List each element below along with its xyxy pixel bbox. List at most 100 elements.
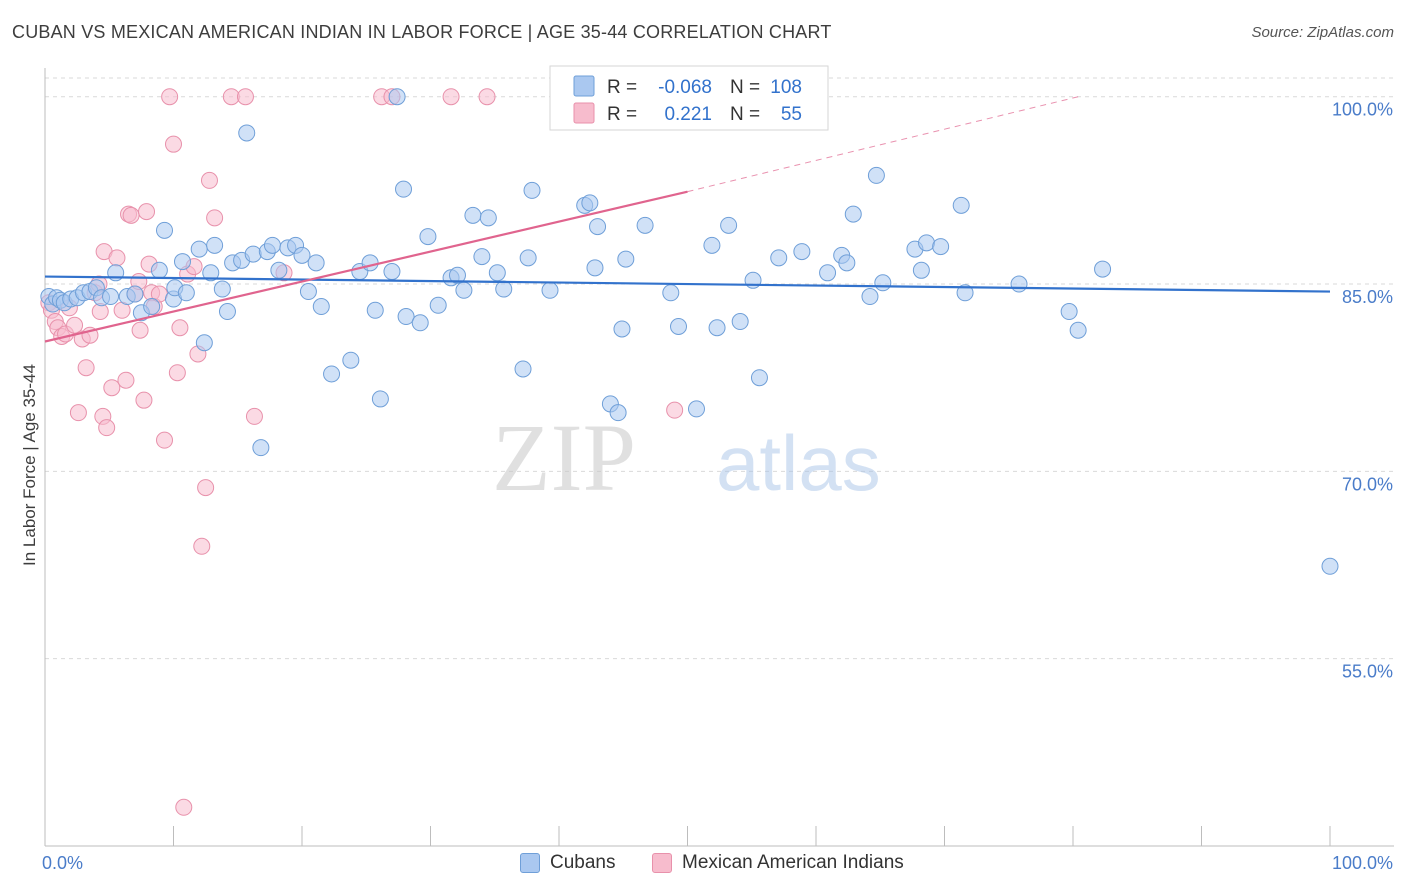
data-point-cubans [731,313,749,331]
data-point-cubans [177,284,195,302]
data-point-cubans [662,284,680,302]
data-point-mexican [165,135,182,153]
data-point-cubans [479,209,497,227]
trend-line-mexican [44,190,688,343]
y-tick-label: 70.0% [1342,474,1393,494]
data-point-cubans [395,180,413,198]
data-point-cubans [586,259,604,277]
data-point-cubans [156,221,174,239]
data-point-cubans [708,319,726,337]
data-point-mexican [135,391,153,409]
data-point-mexican [442,88,460,106]
chart-title: CUBAN VS MEXICAN AMERICAN INDIAN IN LABO… [12,22,832,42]
data-point-mexican [197,479,215,497]
data-point-cubans [613,320,631,338]
data-point-cubans [581,194,599,212]
data-point-cubans [1069,321,1087,339]
data-point-cubans [589,218,607,236]
data-point-cubans [912,261,930,279]
legend-swatch-cubans [573,75,595,97]
data-point-cubans [861,288,879,306]
data-point-cubans [750,369,768,387]
data-point-mexican [175,798,193,816]
data-point-mexican [200,171,218,189]
data-point-cubans [411,314,429,332]
data-point-cubans [793,243,811,261]
bottom-legend-mexican: Mexican American Indians [652,852,904,874]
data-point-cubans [1094,260,1112,278]
y-tick-label: 55.0% [1342,662,1393,682]
data-point-mexican [108,249,126,267]
data-point-cubans [956,284,974,302]
trend-line-cubans [44,275,1331,293]
data-point-cubans [383,263,401,281]
bottom-legend-swatch-mexican [652,853,672,873]
legend-n-value-1: 108 [770,77,802,98]
data-point-cubans [206,236,224,254]
data-point-cubans [173,253,191,271]
data-point-cubans [473,248,491,266]
data-point-cubans [238,124,256,142]
data-point-cubans [952,196,970,214]
data-point-cubans [703,236,721,254]
data-point-cubans [218,303,236,321]
grid-lines [45,77,1394,660]
data-point-cubans [361,254,379,272]
legend-n-value-2: 55 [781,104,802,125]
data-point-cubans [488,264,506,282]
watermark: ZIP atlas [492,404,881,511]
data-point-cubans [918,234,936,252]
x-tick-label-min: 0.0% [42,853,83,873]
data-point-cubans [323,365,341,383]
data-point-mexican [206,209,224,227]
data-point-cubans [448,266,466,284]
legend-swatch-mexican [573,102,595,124]
data-point-cubans [429,296,447,314]
data-point-cubans [244,245,262,263]
data-point-cubans [838,254,856,272]
data-point-mexican [131,321,149,339]
data-point-cubans [307,254,325,272]
data-point-cubans [150,261,168,279]
data-point-cubans [541,281,559,299]
series-cubans [40,88,1339,575]
data-point-cubans [720,216,738,234]
data-point-mexican [69,404,87,422]
data-point-mexican [77,359,95,377]
data-point-cubans [143,298,161,316]
data-point-cubans [190,240,208,258]
data-point-cubans [1010,275,1028,293]
data-point-mexican [478,88,496,106]
data-point-cubans [495,280,513,298]
data-point-cubans [397,308,415,326]
data-point-mexican [98,419,116,437]
data-point-cubans [419,228,437,246]
y-tick-label: 100.0% [1332,100,1393,120]
legend-r-label-2: R = [607,104,637,125]
data-point-cubans [514,360,532,378]
bottom-legend-cubans: Cubans [520,852,616,874]
data-point-mexican [161,88,179,106]
data-point-cubans [874,274,892,292]
chart-source: Source: ZipAtlas.com [1251,24,1394,41]
data-point-cubans [102,288,120,306]
data-point-cubans [270,261,288,279]
data-point-cubans [1321,557,1339,575]
data-point-cubans [670,318,688,336]
data-point-cubans [519,249,537,267]
y-tick-label: 85.0% [1342,287,1393,307]
data-point-cubans [195,334,213,352]
data-point-cubans [687,400,705,418]
data-point-mexican [138,203,156,221]
data-point-cubans [342,351,360,369]
data-point-cubans [126,285,144,303]
data-point-cubans [299,283,317,301]
data-point-cubans [1060,303,1078,321]
data-point-cubans [867,166,885,184]
data-point-cubans [932,238,950,256]
data-point-cubans [252,439,270,457]
legend-r-value-1: -0.068 [658,77,712,98]
data-point-cubans [366,301,384,319]
bottom-legend-label-cubans: Cubans [550,852,616,873]
data-point-cubans [523,181,541,199]
